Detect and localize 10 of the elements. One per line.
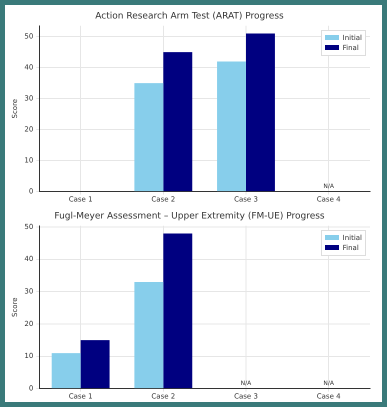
bar [134, 282, 164, 388]
bar [246, 34, 275, 192]
chart-title: Action Research Arm Test (ARAT) Progress [95, 12, 284, 22]
bar [163, 52, 192, 192]
chart-title: Fugl-Meyer Assessment – Upper Extremity (FM-UE) Progress [54, 212, 325, 222]
bar [80, 340, 110, 388]
bar [134, 83, 164, 192]
bar [163, 234, 192, 388]
bar [217, 61, 246, 192]
bar [52, 353, 81, 388]
